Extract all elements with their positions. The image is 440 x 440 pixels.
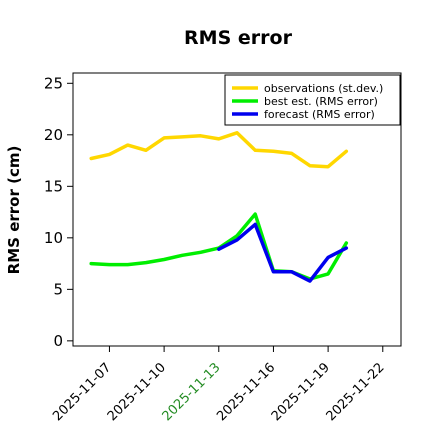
x-ticks: 2025-11-072025-11-102025-11-132025-11-16… xyxy=(50,346,388,424)
legend-label-1: observations (st.dev.) xyxy=(264,82,383,95)
y-tick-label: 20 xyxy=(44,126,63,144)
series-line-3 xyxy=(217,222,349,283)
x-tick-label: 2025-11-22 xyxy=(324,360,388,424)
legend: observations (st.dev.)best est. (RMS err… xyxy=(224,74,401,126)
y-axis-label: RMS error (cm) xyxy=(5,146,23,275)
y-ticks: 0 5 10 15 20 25 xyxy=(44,74,73,350)
y-tick-label: 10 xyxy=(44,229,63,247)
y-tick-label: 15 xyxy=(44,177,63,195)
series-line-2 xyxy=(89,212,349,281)
series-lines xyxy=(89,131,349,283)
chart-title: RMS error xyxy=(184,27,293,49)
y-tick-label: 5 xyxy=(53,280,63,298)
y-tick-label: 0 xyxy=(53,332,63,350)
legend-label-3: forecast (RMS error) xyxy=(264,108,375,121)
series-line-1 xyxy=(89,131,349,169)
plot-frame xyxy=(72,72,402,347)
y-tick-label: 25 xyxy=(44,74,63,92)
legend-label-2: best est. (RMS error) xyxy=(264,95,378,108)
